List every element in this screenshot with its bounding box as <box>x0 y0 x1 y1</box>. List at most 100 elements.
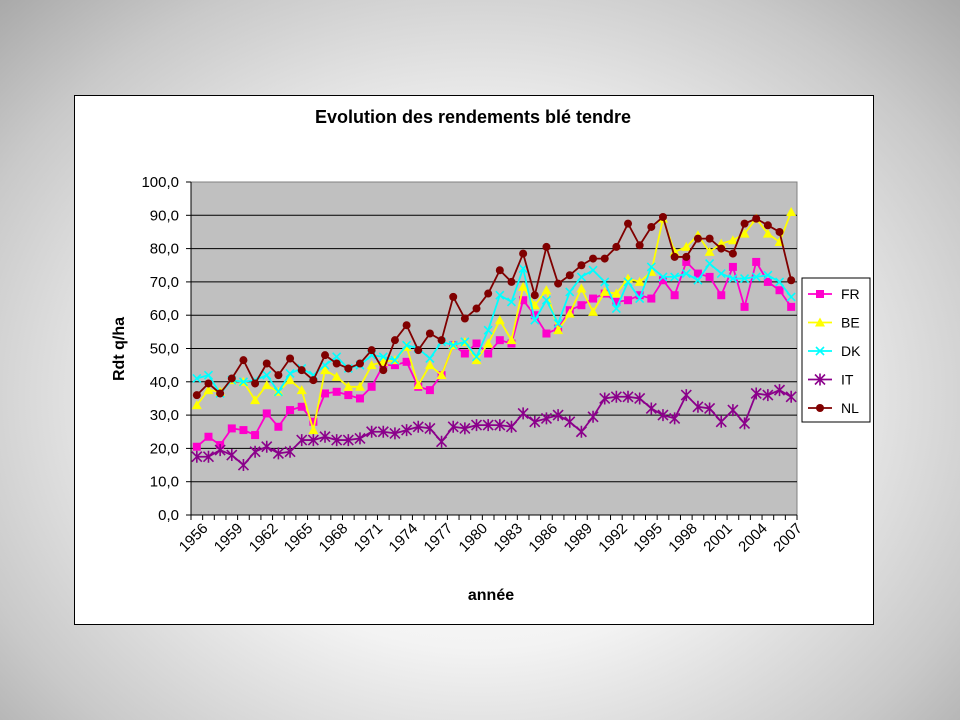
data-point-fr <box>717 291 726 300</box>
data-point-dk <box>238 377 249 387</box>
x-tick-label: 2007 <box>770 520 806 556</box>
data-point-dk <box>611 303 621 314</box>
data-point-fr <box>332 387 341 396</box>
legend-item-it: IT <box>808 372 854 388</box>
data-point-fr <box>530 311 539 320</box>
data-point-dk <box>565 287 575 297</box>
data-point-be <box>553 325 564 335</box>
data-point-be <box>786 206 797 216</box>
data-point-dk <box>739 274 750 284</box>
data-point-nl <box>530 291 539 300</box>
legend-item-be: BE <box>808 315 860 331</box>
data-point-it <box>704 402 716 415</box>
data-point-it <box>669 412 681 425</box>
data-point-fr <box>204 432 213 441</box>
data-point-nl <box>647 222 656 231</box>
data-point-fr <box>286 406 295 415</box>
x-tick-label: 1968 <box>316 520 352 556</box>
data-point-nl <box>297 366 306 375</box>
data-point-nl <box>775 227 784 236</box>
data-point-nl <box>752 214 761 223</box>
data-point-fr <box>262 409 271 418</box>
data-point-nl <box>682 252 691 261</box>
data-point-fr <box>635 291 644 300</box>
data-point-nl <box>216 389 225 398</box>
x-tick-label: 1989 <box>560 520 596 556</box>
data-point-nl <box>460 314 469 323</box>
data-point-it <box>284 445 296 458</box>
data-point-nl <box>612 242 621 251</box>
x-tick-label: 1962 <box>246 520 282 556</box>
data-point-fr <box>495 336 504 345</box>
data-point-fr <box>251 431 260 440</box>
data-point-it <box>296 434 308 447</box>
data-point-dk <box>448 340 458 350</box>
data-point-it <box>762 389 774 402</box>
data-point-it <box>237 459 250 472</box>
data-point-it <box>587 410 599 423</box>
data-point-fr <box>460 349 469 358</box>
data-point-be <box>611 288 622 298</box>
data-point-nl <box>332 359 341 368</box>
data-point-nl <box>355 359 364 368</box>
data-point-be <box>250 395 261 405</box>
data-point-be <box>599 286 610 296</box>
data-point-fr <box>775 286 784 295</box>
data-point-dk <box>530 315 540 325</box>
y-tick-label: 0,0 <box>158 507 179 524</box>
series-layer <box>191 206 797 472</box>
legend-label-it: IT <box>841 372 854 388</box>
data-point-nl <box>705 234 714 243</box>
data-point-it <box>738 417 751 430</box>
data-point-it <box>331 434 343 447</box>
data-point-nl <box>344 364 353 373</box>
data-point-fr <box>367 382 376 391</box>
data-point-dk <box>262 370 272 380</box>
x-tick-label: 1959 <box>211 520 247 556</box>
data-point-be <box>413 380 424 390</box>
data-point-be <box>704 246 715 256</box>
data-point-be <box>727 235 738 245</box>
data-point-fr <box>542 329 551 338</box>
chart-frame: Evolution des rendements blé tendre 0,0 1… <box>74 95 874 625</box>
data-point-nl <box>274 371 283 380</box>
x-tick-label: 2004 <box>735 520 771 556</box>
data-point-dk <box>460 337 470 347</box>
data-point-fr <box>658 276 667 285</box>
data-point-it <box>517 407 529 420</box>
data-point-it <box>202 450 215 463</box>
data-point-it <box>435 435 448 448</box>
data-point-dk <box>705 259 715 269</box>
data-point-be <box>494 315 505 325</box>
data-point-it <box>645 402 657 415</box>
data-point-it <box>261 440 273 453</box>
legend-label-fr: FR <box>841 286 860 302</box>
data-point-fr <box>472 339 481 348</box>
data-point-dk <box>541 295 552 305</box>
data-point-it <box>354 432 366 445</box>
data-point-it <box>750 387 762 400</box>
data-point-dk <box>635 293 645 304</box>
data-point-it <box>401 424 413 437</box>
data-point-nl <box>635 241 644 250</box>
data-point-fr <box>239 426 248 435</box>
y-tick-label: 100,0 <box>141 174 179 191</box>
data-point-be <box>331 371 342 381</box>
data-point-be <box>669 246 680 256</box>
x-tick-label: 1980 <box>456 520 492 556</box>
data-point-it <box>377 425 389 438</box>
x-tick-label: 1977 <box>421 520 457 556</box>
data-point-be <box>191 400 202 410</box>
data-point-dk <box>774 277 785 287</box>
data-point-fr <box>402 357 411 366</box>
data-point-dk <box>203 370 214 380</box>
data-point-it <box>540 412 553 425</box>
series-line-nl <box>196 216 793 396</box>
data-point-dk <box>658 272 668 282</box>
data-point-nl <box>670 252 679 261</box>
x-tick-label: 1956 <box>176 520 212 556</box>
legend-marker-nl <box>816 404 824 412</box>
data-point-be <box>762 228 773 238</box>
data-point-dk <box>471 352 482 362</box>
data-point-be <box>588 306 599 316</box>
